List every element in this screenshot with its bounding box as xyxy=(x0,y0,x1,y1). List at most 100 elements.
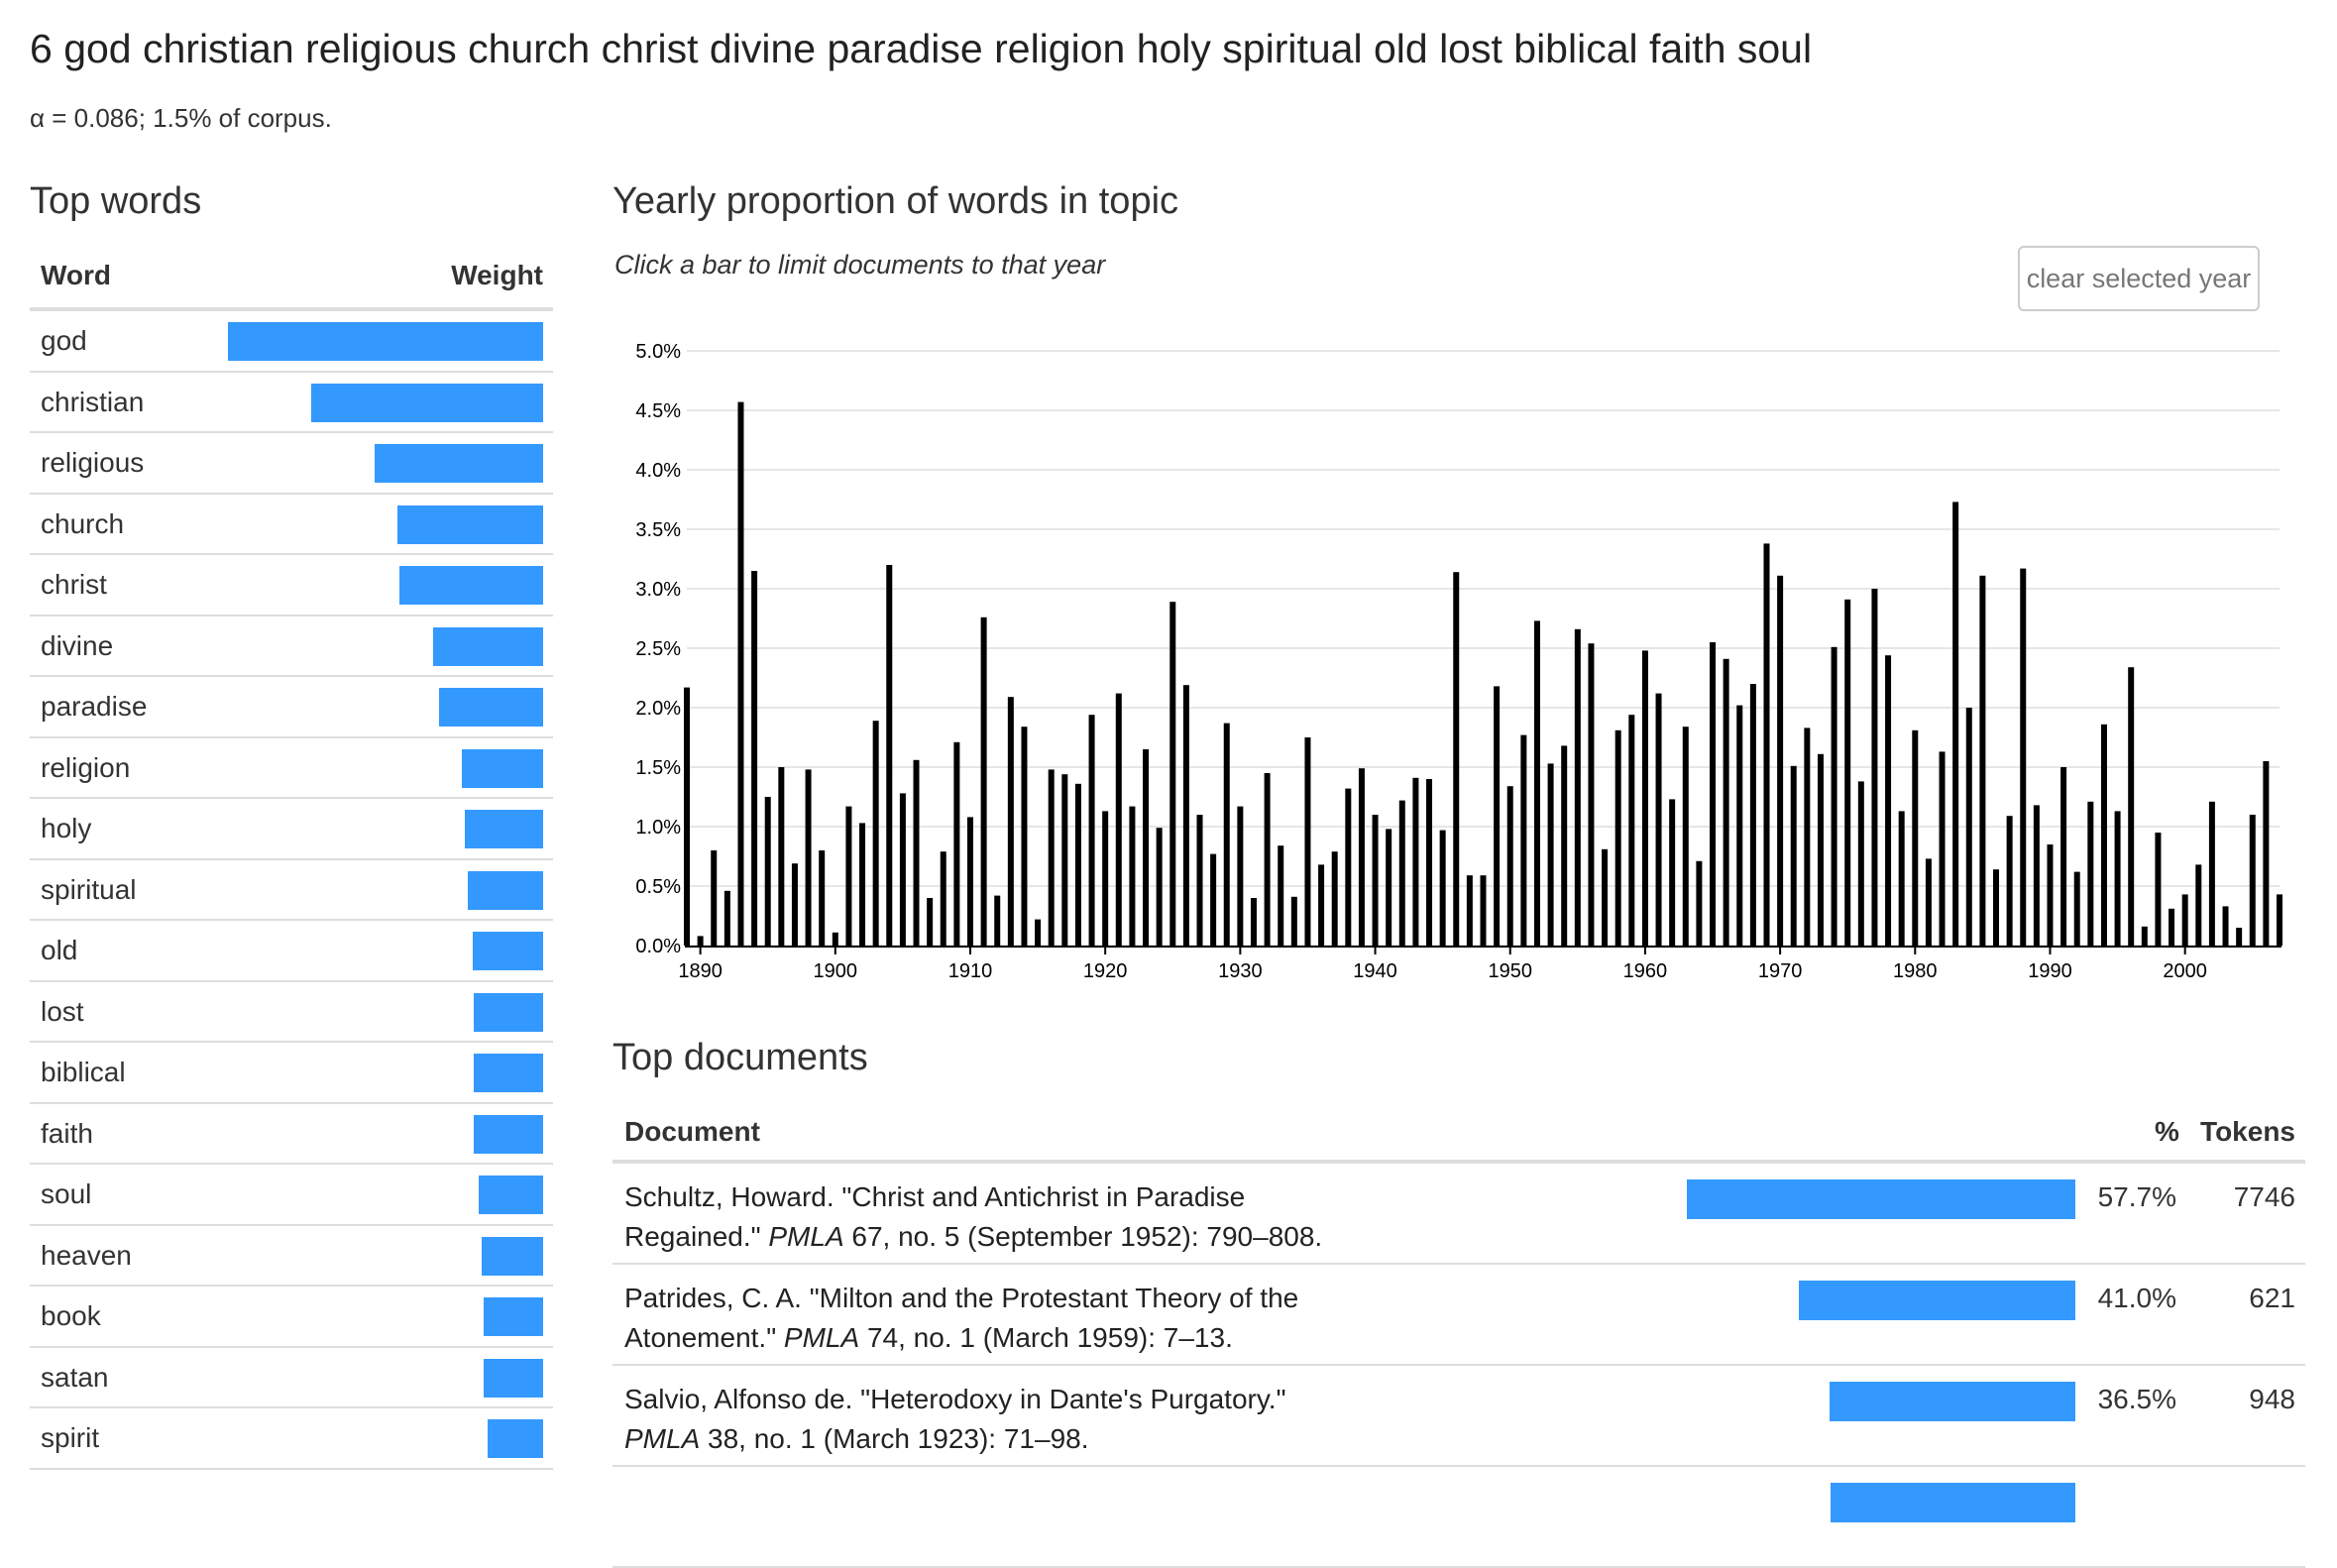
citation-line[interactable]: Salvio, Alfonso de. "Heterodoxy in Dante… xyxy=(624,1384,1286,1414)
document-row[interactable] xyxy=(612,1467,2305,1568)
year-bar[interactable] xyxy=(1061,774,1067,946)
year-bar[interactable] xyxy=(2101,725,2107,946)
year-bar[interactable] xyxy=(1224,724,1230,946)
year-bar[interactable] xyxy=(711,850,717,946)
year-bar[interactable] xyxy=(1345,789,1351,946)
year-bar[interactable] xyxy=(2209,802,2215,946)
word-row[interactable]: spirit xyxy=(30,1408,553,1470)
word-row[interactable]: paradise xyxy=(30,677,553,738)
year-bar[interactable] xyxy=(1724,659,1729,946)
year-bar[interactable] xyxy=(2195,864,2201,946)
year-bar[interactable] xyxy=(1412,778,1418,946)
year-bar[interactable] xyxy=(1049,769,1055,946)
year-bar[interactable] xyxy=(994,896,1000,946)
year-bar[interactable] xyxy=(941,851,946,946)
year-bar[interactable] xyxy=(2060,767,2066,946)
year-bar[interactable] xyxy=(778,767,784,946)
word-row[interactable]: christian xyxy=(30,373,553,434)
year-bar[interactable] xyxy=(1710,642,1716,946)
year-bar[interactable] xyxy=(1197,815,1203,946)
word-row[interactable]: soul xyxy=(30,1165,553,1226)
word-label[interactable]: religion xyxy=(41,752,130,784)
word-label[interactable]: holy xyxy=(41,813,91,844)
citation-line[interactable]: Schultz, Howard. "Christ and Antichrist … xyxy=(624,1181,1245,1212)
word-row[interactable]: god xyxy=(30,311,553,373)
year-bar[interactable] xyxy=(845,807,851,946)
year-bar[interactable] xyxy=(1777,576,1783,946)
year-bar[interactable] xyxy=(2142,927,2148,946)
year-bar[interactable] xyxy=(1656,694,1662,946)
word-label[interactable]: religious xyxy=(41,447,144,479)
year-bar[interactable] xyxy=(1183,685,1189,946)
year-bar[interactable] xyxy=(886,565,892,946)
year-bar[interactable] xyxy=(1332,851,1338,946)
word-row[interactable]: holy xyxy=(30,799,553,860)
year-bar[interactable] xyxy=(1520,735,1526,946)
document-citation[interactable]: Schultz, Howard. "Christ and Antichrist … xyxy=(624,1177,1378,1257)
year-bar[interactable] xyxy=(1481,875,1487,946)
word-row[interactable]: religion xyxy=(30,738,553,800)
year-bar[interactable] xyxy=(953,742,959,946)
document-row[interactable]: Schultz, Howard. "Christ and Antichrist … xyxy=(612,1164,2305,1265)
year-bar[interactable] xyxy=(2007,816,2013,946)
year-bar[interactable] xyxy=(1399,801,1405,946)
year-bar[interactable] xyxy=(1453,572,1459,946)
word-row[interactable]: lost xyxy=(30,982,553,1044)
year-bar[interactable] xyxy=(1669,799,1675,946)
citation-title-end[interactable]: Regained." xyxy=(624,1221,768,1252)
word-row[interactable]: spiritual xyxy=(30,860,553,922)
year-bar[interactable] xyxy=(981,617,987,946)
year-bar[interactable] xyxy=(1602,849,1608,946)
year-bar[interactable] xyxy=(737,402,743,946)
year-bar[interactable] xyxy=(684,688,690,946)
citation-line[interactable]: Patrides, C. A. "Milton and the Protesta… xyxy=(624,1283,1298,1313)
year-bar[interactable] xyxy=(1912,730,1918,946)
year-bar[interactable] xyxy=(914,760,920,946)
document-row[interactable]: Patrides, C. A. "Milton and the Protesta… xyxy=(612,1265,2305,1366)
year-bar[interactable] xyxy=(900,793,906,946)
year-bar[interactable] xyxy=(2250,815,2256,946)
year-bar[interactable] xyxy=(819,850,825,946)
year-bar[interactable] xyxy=(2087,802,2093,946)
year-bar[interactable] xyxy=(765,797,771,946)
year-bar[interactable] xyxy=(1169,602,1175,946)
year-bar[interactable] xyxy=(1143,749,1149,946)
word-row[interactable]: satan xyxy=(30,1348,553,1409)
year-bar[interactable] xyxy=(1008,697,1014,946)
year-bar[interactable] xyxy=(2020,569,2026,946)
year-bar[interactable] xyxy=(1832,647,1837,946)
year-bar[interactable] xyxy=(1089,715,1095,946)
word-label[interactable]: satan xyxy=(41,1362,109,1394)
word-label[interactable]: lost xyxy=(41,996,84,1028)
word-label[interactable]: biblical xyxy=(41,1057,126,1088)
year-bar[interactable] xyxy=(2236,928,2242,946)
year-bar[interactable] xyxy=(1615,730,1621,946)
year-bar[interactable] xyxy=(1440,831,1446,946)
year-bar[interactable] xyxy=(1979,576,1985,946)
year-bar[interactable] xyxy=(1373,815,1379,946)
year-bar[interactable] xyxy=(2034,805,2040,946)
year-bar[interactable] xyxy=(724,891,730,946)
year-bar[interactable] xyxy=(1696,861,1702,946)
document-citation[interactable]: Patrides, C. A. "Milton and the Protesta… xyxy=(624,1279,1378,1358)
word-row[interactable]: biblical xyxy=(30,1043,553,1104)
year-bar[interactable] xyxy=(1926,858,1932,946)
word-row[interactable]: heaven xyxy=(30,1226,553,1288)
tokens-column-header[interactable]: Tokens xyxy=(2200,1116,2295,1148)
year-bar[interactable] xyxy=(1575,629,1581,946)
year-bar[interactable] xyxy=(1534,620,1540,946)
word-label[interactable]: divine xyxy=(41,630,113,662)
year-bar[interactable] xyxy=(873,721,879,946)
year-bar[interactable] xyxy=(1359,768,1365,946)
year-bar[interactable] xyxy=(698,936,704,946)
year-bar[interactable] xyxy=(1129,807,1135,946)
year-bar[interactable] xyxy=(1494,686,1500,946)
percent-column-header[interactable]: % xyxy=(2155,1116,2179,1148)
year-bar[interactable] xyxy=(1736,706,1742,946)
year-bar[interactable] xyxy=(1588,643,1594,946)
year-bar[interactable] xyxy=(1075,784,1081,946)
year-bar[interactable] xyxy=(2182,894,2188,946)
year-bar[interactable] xyxy=(1940,751,1946,946)
clear-selected-year-button[interactable]: clear selected year xyxy=(2018,246,2260,311)
year-bar[interactable] xyxy=(1386,829,1391,946)
